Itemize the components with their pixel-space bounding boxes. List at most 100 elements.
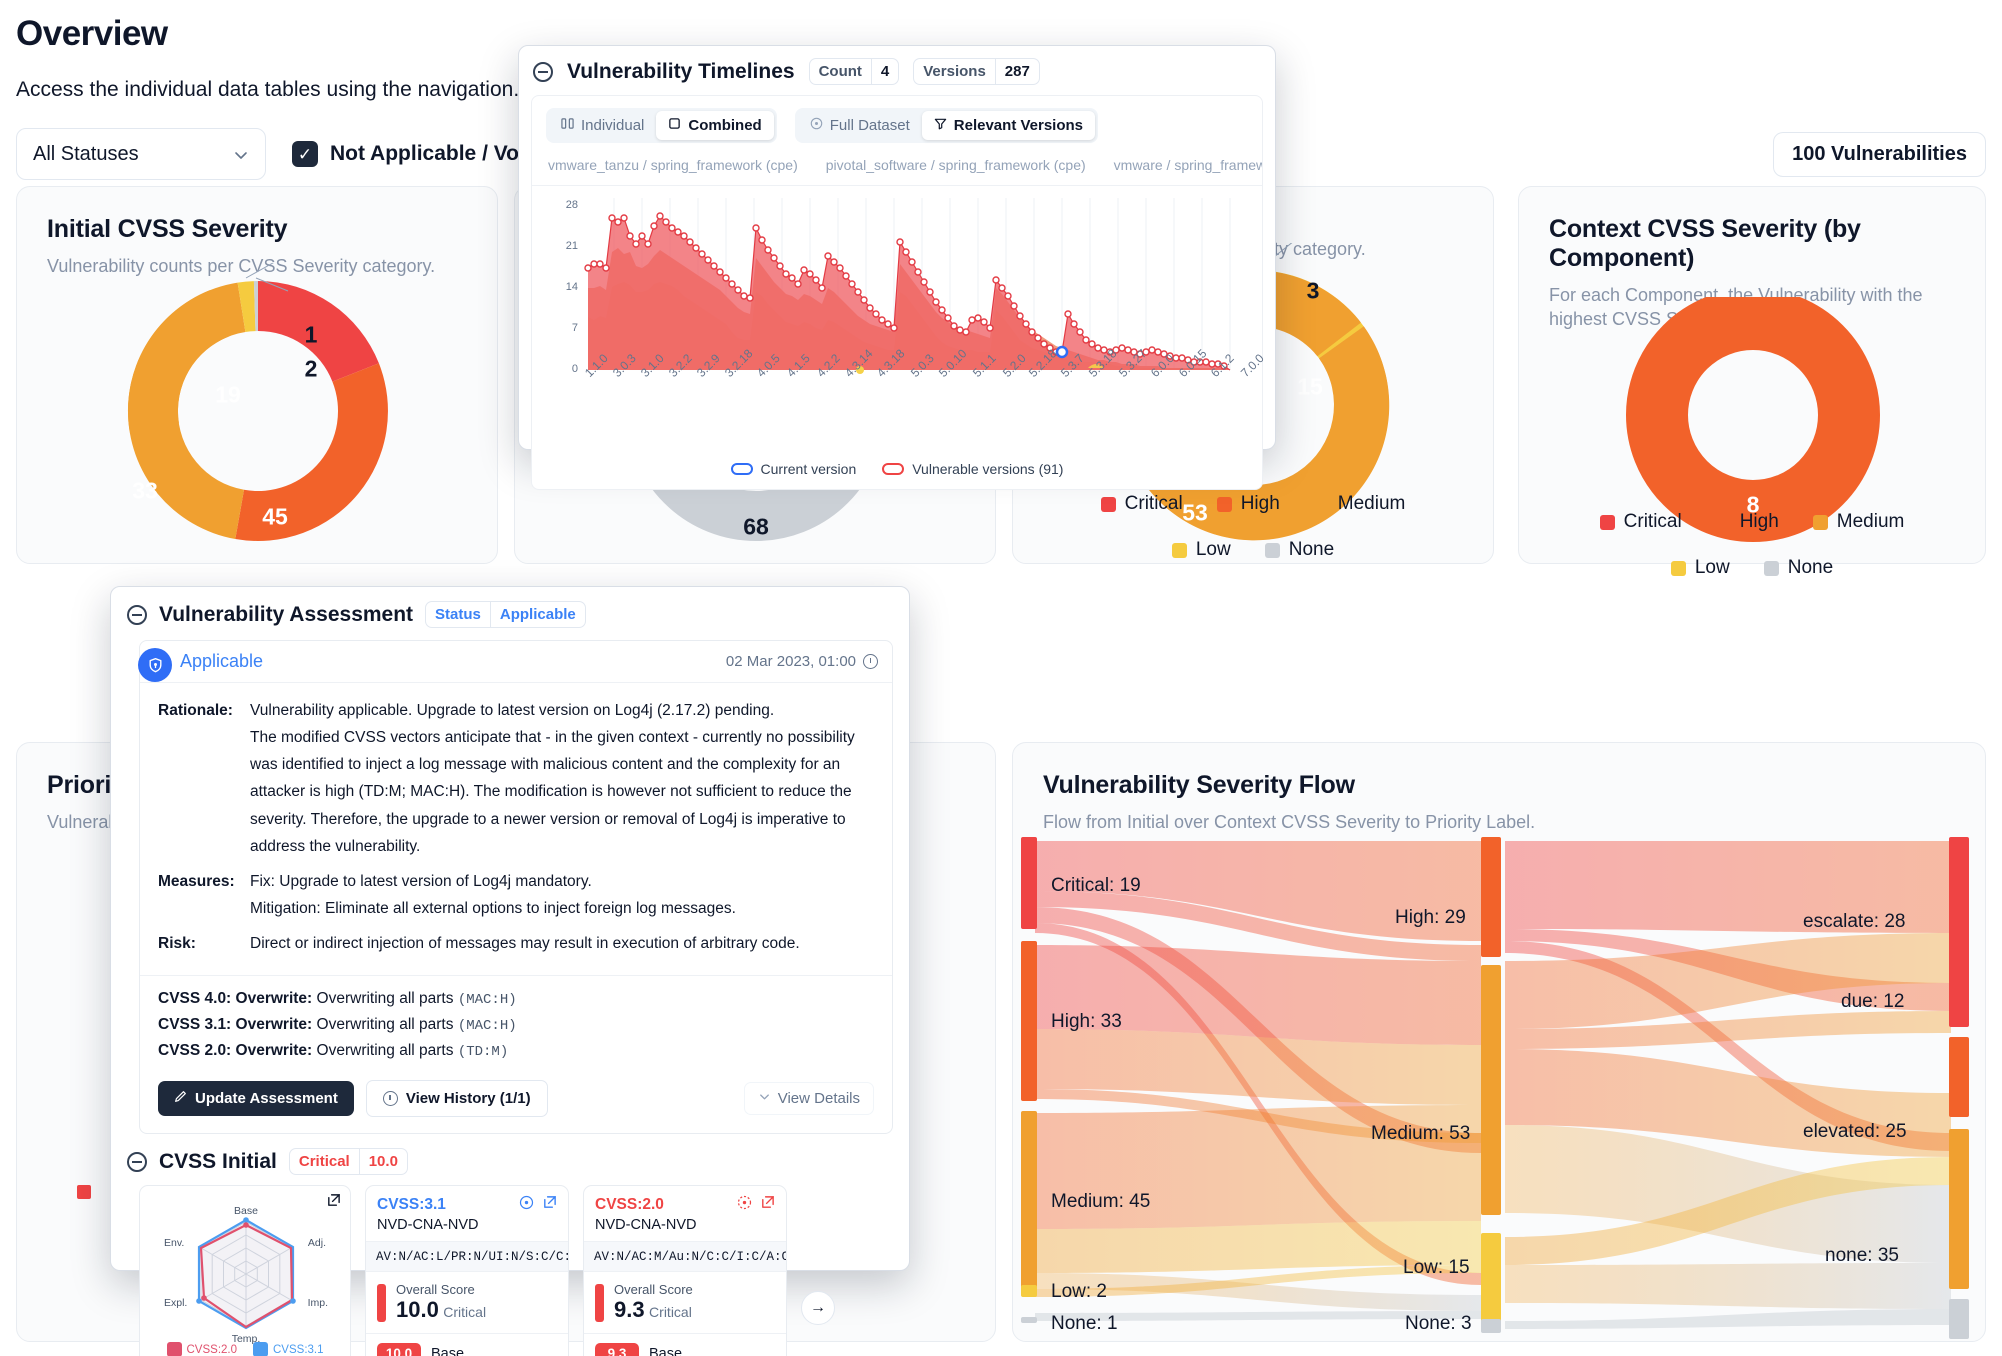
svg-text:Env.: Env.: [164, 1237, 184, 1249]
rationale-line-2: The modified CVSS vectors anticipate tha…: [250, 729, 855, 855]
circle-dot-icon[interactable]: [519, 1195, 534, 1215]
view-history-button[interactable]: View History (1/1): [365, 1080, 548, 1118]
sankey-label-context-high: High: 29: [1395, 907, 1466, 928]
sankey-node: [1949, 1037, 1969, 1117]
count-badge: Count 4: [808, 58, 900, 85]
sankey-label-initial-none: None: 1: [1051, 1313, 1118, 1334]
versions-badge: Versions 287: [913, 58, 1040, 85]
sankey-node: [1481, 1319, 1501, 1333]
card-title: Vulnerability Severity Flow: [1043, 771, 1355, 799]
svg-text:14: 14: [566, 281, 578, 293]
update-assessment-button[interactable]: Update Assessment: [158, 1081, 354, 1117]
cvss-card-3-1: CVSS:3.1 NVD-CNA-NVD AV:N/AC:L/PR:N/UI:N…: [365, 1185, 569, 1356]
row-label: Risk:: [158, 935, 196, 952]
cvss-vector: AV:N/AC:M/Au:N/C:C/I:C/A:C: [584, 1241, 786, 1273]
clock-icon: [382, 1091, 398, 1107]
tab-combined[interactable]: Combined: [656, 111, 774, 140]
minus-circle-icon[interactable]: [533, 61, 553, 82]
donut-value-none: 1: [304, 321, 318, 348]
donut-value-low: 2: [304, 355, 318, 382]
shield-icon: [138, 648, 172, 682]
legend-item-high: High: [1216, 493, 1280, 515]
tab-relevant-versions[interactable]: Relevant Versions: [921, 111, 1096, 140]
sankey-label-priority-due: due: 12: [1841, 991, 1905, 1012]
card-subtitle: Vulnerability counts per CVSS Severity c…: [47, 256, 436, 276]
minus-circle-icon[interactable]: [127, 604, 147, 625]
external-link-icon[interactable]: [542, 1195, 557, 1215]
assessment-row-risk: Risk: Direct or indirect injection of me…: [158, 930, 874, 957]
assessment-date: 02 Mar 2023, 01:00: [726, 653, 878, 670]
assessment-card: Applicable 02 Mar 2023, 01:00 Rationale:…: [139, 640, 893, 1135]
panel-title: Vulnerability Assessment: [159, 602, 414, 626]
radar-legend: CVSS:2.0 CVSS:3.1: [150, 1342, 340, 1356]
sankey-diagram: Critical: 19 High: 33 Medium: 45 Low: 2 …: [1013, 833, 1987, 1343]
cvss-version: CVSS:3.1: [377, 1196, 446, 1214]
panel-title: Vulnerability Timelines: [567, 59, 795, 83]
cpe-item[interactable]: vmware / spring_framework (cpe): [1113, 157, 1262, 173]
cvss-overall-score: Overall Score 10.0 Critical: [366, 1272, 568, 1335]
cpe-item[interactable]: pivotal_software / spring_framework (cpe…: [825, 157, 1086, 173]
donut-value-none: 3: [1306, 277, 1320, 304]
card-subtitle: Flow from Initial over Context CVSS Seve…: [1043, 812, 1536, 832]
sankey-label-context-medium: Medium: 53: [1371, 1123, 1471, 1144]
measures-fix: Fix: Upgrade to latest version of Log4j …: [250, 872, 592, 890]
legend-item-medium: Medium: [1812, 511, 1904, 533]
severity-legend: Critical High Medium Low None: [1519, 511, 1985, 579]
rationale-line-1: Vulnerability applicable. Upgrade to lat…: [250, 702, 775, 719]
status-filter-select[interactable]: All Statuses: [16, 128, 266, 180]
measures-mitigation: Mitigation: Eliminate all external optio…: [250, 899, 736, 917]
minus-circle-icon[interactable]: [127, 1151, 147, 1172]
circle-dot-dashed-icon[interactable]: [737, 1195, 752, 1215]
view-mode-segmented: Individual Combined: [546, 108, 777, 143]
sankey-node: [1949, 1129, 1969, 1289]
tab-individual[interactable]: Individual: [549, 111, 656, 140]
donut-value-low: 15: [1297, 373, 1323, 400]
overwrite-row: CVSS 4.0: Overwrite: Overwriting all par…: [158, 990, 517, 1009]
assessment-state-row: Applicable 02 Mar 2023, 01:00: [140, 641, 892, 683]
svg-text:Adj.: Adj.: [308, 1237, 326, 1249]
tab-full-dataset[interactable]: Full Dataset: [798, 111, 922, 140]
svg-text:21: 21: [566, 240, 578, 252]
svg-text:Base: Base: [234, 1205, 258, 1217]
cvss-source: NVD-CNA-NVD: [377, 1217, 479, 1234]
timelines-header: Vulnerability Timelines Count 4 Versions…: [519, 46, 1275, 95]
checkbox-label: Not Applicable / Void: [330, 142, 538, 165]
sankey-node: [1021, 837, 1037, 929]
svg-text:7: 7: [572, 322, 578, 334]
sankey-label-priority-none: none: 35: [1825, 1245, 1899, 1266]
sankey-node: [1021, 941, 1037, 1101]
next-cvss-button[interactable]: →: [801, 1290, 835, 1325]
cvss-card-head: CVSS:2.0 NVD-CNA-NVD: [584, 1186, 786, 1241]
dataset-segmented: Full Dataset Relevant Versions: [794, 108, 1099, 143]
sankey-label-initial-high: High: 33: [1051, 1011, 1122, 1032]
sankey-label-priority-elevated: elevated: 25: [1803, 1121, 1907, 1142]
sankey-label-priority-escalate: escalate: 28: [1803, 911, 1906, 932]
columns-icon: [561, 117, 574, 134]
sankey-node: [1481, 965, 1501, 1215]
external-link-icon[interactable]: [760, 1195, 775, 1215]
view-details-button[interactable]: View Details: [743, 1082, 874, 1116]
sankey-node: [1949, 1299, 1969, 1339]
vulnerability-assessment-panel: Vulnerability Assessment Status Applicab…: [110, 586, 910, 1356]
circle-dot-icon: [810, 117, 823, 134]
timelines-toolbar: Individual Combined Full Dataset: [532, 96, 1262, 143]
external-link-icon[interactable]: [326, 1193, 341, 1213]
filter-bar: All Statuses ✓ Not Applicable / Void: [16, 128, 538, 180]
cvss-version: CVSS:2.0: [595, 1196, 664, 1214]
legend-item-low: Low: [1171, 539, 1231, 561]
cpe-item[interactable]: vmware_tanzu / spring_framework (cpe): [548, 157, 798, 173]
sankey-node: [1481, 837, 1501, 957]
svg-text:Imp.: Imp.: [308, 1297, 328, 1309]
status-badge: Status Applicable: [425, 601, 586, 628]
sankey-label-initial-low: Low: 2: [1051, 1281, 1107, 1302]
not-applicable-void-checkbox[interactable]: ✓ Not Applicable / Void: [292, 141, 538, 167]
status-filter-value: All Statuses: [33, 142, 139, 165]
cvss-overwrites: CVSS 4.0: Overwrite: Overwriting all par…: [140, 975, 892, 1070]
assessment-details: Rationale: Vulnerability applicable. Upg…: [140, 683, 892, 969]
current-version-marker: [1055, 345, 1069, 359]
cpe-list: vmware_tanzu / spring_framework (cpe) pi…: [532, 143, 1262, 186]
svg-text:Expl.: Expl.: [164, 1297, 187, 1309]
row-label: Rationale:: [158, 702, 233, 719]
donut-value-high: 33: [132, 477, 158, 504]
